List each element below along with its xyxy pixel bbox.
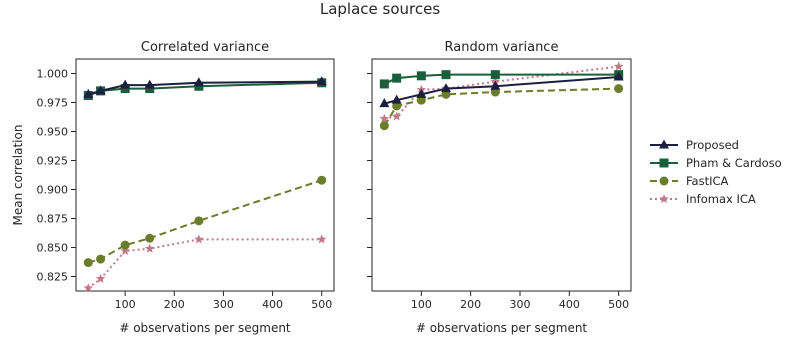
legend-entry: Pham & Cardoso: [650, 156, 782, 170]
data-point: [83, 88, 94, 98]
data-point: [144, 243, 155, 253]
series-infomax-ica: [83, 234, 327, 293]
data-point: [392, 73, 402, 83]
x-tick-label: 200: [460, 298, 481, 311]
series-fastica: [379, 84, 624, 131]
legend-entry: Proposed: [650, 138, 739, 152]
data-point: [194, 234, 204, 244]
x-axis-label: # observations per segment: [416, 321, 588, 335]
subplot-1: Correlated variance 100 200 300 400 500 0.825 0…: [11, 40, 335, 335]
y-tick-label: 0.975: [37, 97, 69, 110]
data-point: [490, 70, 500, 80]
series-proposed: [83, 76, 327, 98]
data-point: [95, 85, 106, 95]
data-point: [613, 71, 624, 81]
legend-label: Proposed: [686, 138, 739, 152]
subplot-title: Correlated variance: [141, 40, 269, 55]
x-tick-label: 100: [115, 298, 136, 311]
data-point: [490, 80, 501, 90]
series-proposed: [379, 71, 624, 108]
data-point: [416, 95, 426, 105]
y-tick-label: 0.875: [37, 213, 69, 226]
x-axis-label: # observations per segment: [119, 321, 291, 335]
data-point: [145, 233, 155, 243]
data-point: [614, 84, 624, 94]
y-tick-label: 0.850: [37, 242, 69, 255]
data-point: [613, 61, 624, 71]
plots: Correlated variance 100 200 300 400 500 0.825 0…: [11, 40, 632, 335]
series-infomax-ica: [379, 61, 624, 123]
data-point: [490, 87, 500, 97]
data-point: [317, 175, 327, 185]
data-point: [120, 245, 130, 256]
x-tick-label: 300: [510, 298, 531, 311]
data-point: [416, 71, 426, 81]
data-point: [391, 111, 402, 121]
data-point: [392, 101, 402, 111]
data-point: [193, 77, 204, 87]
data-point: [416, 88, 427, 98]
data-point: [379, 98, 390, 108]
y-tick-label: 0.900: [37, 184, 69, 197]
subplot-2: Random variance 100 200 300 400 500 # observat…: [367, 40, 632, 335]
x-tick-label: 200: [164, 298, 185, 311]
legend-entry: FastICA: [650, 174, 729, 188]
data-point: [120, 79, 131, 89]
legend-label: FastICA: [686, 174, 729, 188]
data-point: [441, 70, 451, 80]
x-tick-label: 500: [311, 298, 332, 311]
subplot-title: Random variance: [445, 40, 559, 55]
x-tick-label: 100: [411, 298, 432, 311]
legend-marker: [659, 194, 669, 204]
data-point: [441, 89, 451, 99]
data-point: [144, 79, 155, 89]
x-tick-label: 300: [213, 298, 234, 311]
data-point: [120, 240, 130, 250]
legend-marker: [659, 158, 669, 168]
data-point: [391, 94, 402, 104]
data-point: [95, 273, 106, 283]
series-fastica: [83, 175, 327, 268]
y-tick-label: 0.825: [37, 271, 69, 284]
data-point: [316, 234, 327, 244]
data-point: [379, 121, 389, 131]
y-tick-label: 0.925: [37, 155, 69, 168]
data-point: [96, 254, 106, 264]
y-tick-label: 1.000: [37, 68, 69, 81]
x-tick-label: 400: [262, 298, 283, 311]
x-tick-label: 400: [559, 298, 580, 311]
y-axis-label: Mean correlation: [11, 125, 25, 226]
legend-marker: [659, 176, 669, 186]
x-tick-label: 500: [608, 298, 629, 311]
axes-frame: [75, 58, 335, 292]
data-point: [83, 283, 94, 293]
legend-marker: [659, 139, 669, 149]
axes-frame: [371, 58, 632, 292]
data-point: [83, 258, 93, 268]
legend-entry: Infomax ICA: [650, 192, 756, 206]
legend-label: Pham & Cardoso: [686, 156, 782, 170]
data-point: [441, 83, 451, 93]
data-point: [194, 216, 204, 226]
legend: Proposed Pham & Cardoso FastICA Infomax ICA: [650, 138, 782, 206]
legend-label: Infomax ICA: [686, 192, 756, 206]
data-point: [379, 113, 390, 123]
y-tick-label: 0.950: [37, 126, 69, 139]
figure-title: Laplace sources: [320, 0, 440, 18]
data-point: [379, 79, 389, 89]
series-line: [383, 87, 619, 127]
data-point: [316, 76, 327, 86]
